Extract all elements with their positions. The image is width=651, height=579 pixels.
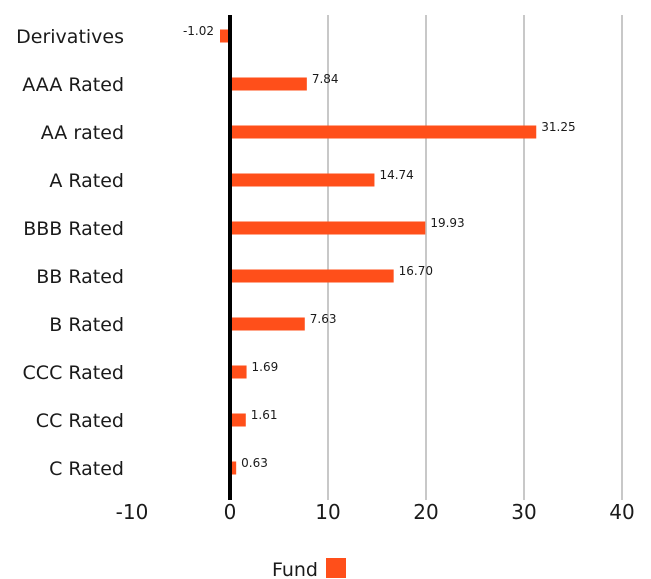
bar: [230, 269, 394, 283]
bar: [230, 173, 375, 187]
category-label: AAA Rated: [22, 74, 124, 96]
legend-label: Fund: [272, 559, 318, 579]
bar: [220, 29, 230, 43]
x-tick-label: 30: [511, 500, 536, 524]
x-tick-label: -10: [116, 500, 149, 524]
data-label: 31.25: [541, 120, 575, 134]
bar: [230, 365, 247, 379]
category-label: CCC Rated: [23, 362, 124, 384]
category-label: B Rated: [49, 314, 124, 336]
bar: [230, 77, 307, 91]
data-labels: -1.02 7.84 31.25 14.74 19.93 16.70 7.63 1.69 1.6…: [183, 24, 576, 470]
x-tick-label: 0: [224, 500, 237, 524]
data-label: 16.70: [399, 264, 433, 278]
category-label: AA rated: [41, 122, 124, 144]
x-tick-label: 20: [413, 500, 438, 524]
bar: [230, 461, 237, 475]
category-label: CC Rated: [36, 410, 124, 432]
category-label: Derivatives: [16, 26, 124, 48]
legend-swatch: [326, 558, 346, 578]
bar: [230, 221, 426, 235]
x-tick-label: 10: [315, 500, 340, 524]
category-label: BB Rated: [36, 266, 124, 288]
data-label: 14.74: [379, 168, 413, 182]
bars: [220, 29, 537, 475]
data-label: 1.61: [251, 408, 278, 422]
bar: [230, 413, 246, 427]
bar: [230, 317, 305, 331]
data-label: 19.93: [430, 216, 464, 230]
gridlines: [327, 15, 623, 500]
category-labels: Derivatives AAA Rated AA rated A Rated BBB R…: [16, 26, 124, 480]
legend: Fund: [272, 558, 346, 579]
x-tick-label: 40: [609, 500, 634, 524]
data-label: 0.63: [241, 456, 268, 470]
category-label: BBB Rated: [23, 218, 124, 240]
data-label: 7.63: [310, 312, 337, 326]
x-tick-labels: -10 0 10 20 30 40: [116, 500, 635, 524]
category-label: A Rated: [49, 170, 124, 192]
category-label: C Rated: [49, 458, 124, 480]
bar: [230, 125, 537, 139]
data-label: 7.84: [312, 72, 339, 86]
data-label: 1.69: [252, 360, 279, 374]
data-label: -1.02: [183, 24, 214, 38]
